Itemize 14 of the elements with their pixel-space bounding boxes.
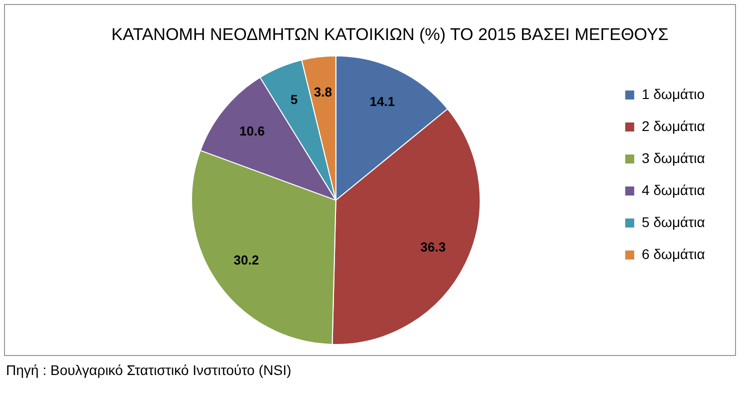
- data-label: 36.3: [420, 239, 446, 254]
- text: Πηγή : Βουλγαρικό Στατιστικό Ινστιτούτο (NSI): [6, 362, 292, 378]
- legend-label: 6 δωμάτια: [642, 246, 706, 262]
- data-label: 5: [290, 92, 298, 107]
- data-label: 14.1: [370, 94, 395, 109]
- legend-label: 4 δωμάτια: [642, 182, 706, 198]
- legend-label: 2 δωμάτια: [642, 118, 706, 134]
- legend-label: 3 δωμάτια: [642, 150, 706, 166]
- legend-label: 1 δωμάτιο: [642, 86, 705, 102]
- data-label: 10.6: [239, 123, 265, 138]
- data-label: 30.2: [234, 252, 259, 268]
- chart-title: ΚΑΤΑΝΟΜΗ ΝΕΟΔΜΗΤΩΝ ΚΑΤΟΙΚΙΩΝ (%) ΤΟ 2015 ΒΑΣΕΙ ΜΕΓΕΘΟΥΣ: [111, 24, 669, 44]
- data-label: 3.8: [314, 84, 332, 100]
- legend-label: 5 δωμάτια: [642, 214, 706, 230]
